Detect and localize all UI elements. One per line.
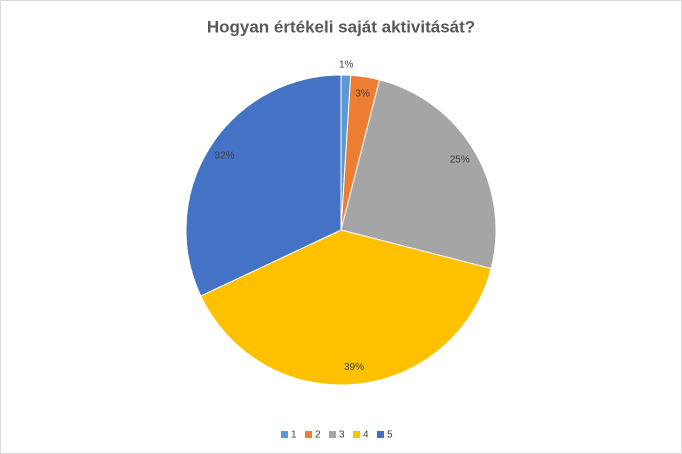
pie-slice <box>200 229 492 386</box>
data-label: 25% <box>450 154 470 165</box>
legend-swatch <box>329 431 336 438</box>
data-label: 39% <box>344 362 364 373</box>
legend-label: 4 <box>363 430 369 441</box>
chart-title: Hogyan értékeli saját aktivitását? <box>207 17 475 36</box>
pie-slice <box>340 79 497 270</box>
legend-swatch <box>281 431 288 438</box>
data-label: 32% <box>215 151 235 162</box>
legend-label: 5 <box>387 430 393 441</box>
legend-label: 1 <box>291 430 297 441</box>
legend-swatch <box>377 431 384 438</box>
data-label: 1% <box>339 60 354 71</box>
legend-swatch <box>305 431 312 438</box>
legend-label: 2 <box>315 430 321 441</box>
data-label: 3% <box>355 88 370 99</box>
legend-swatch <box>353 431 360 438</box>
pie-slice <box>185 74 342 297</box>
legend-label: 3 <box>339 430 345 441</box>
